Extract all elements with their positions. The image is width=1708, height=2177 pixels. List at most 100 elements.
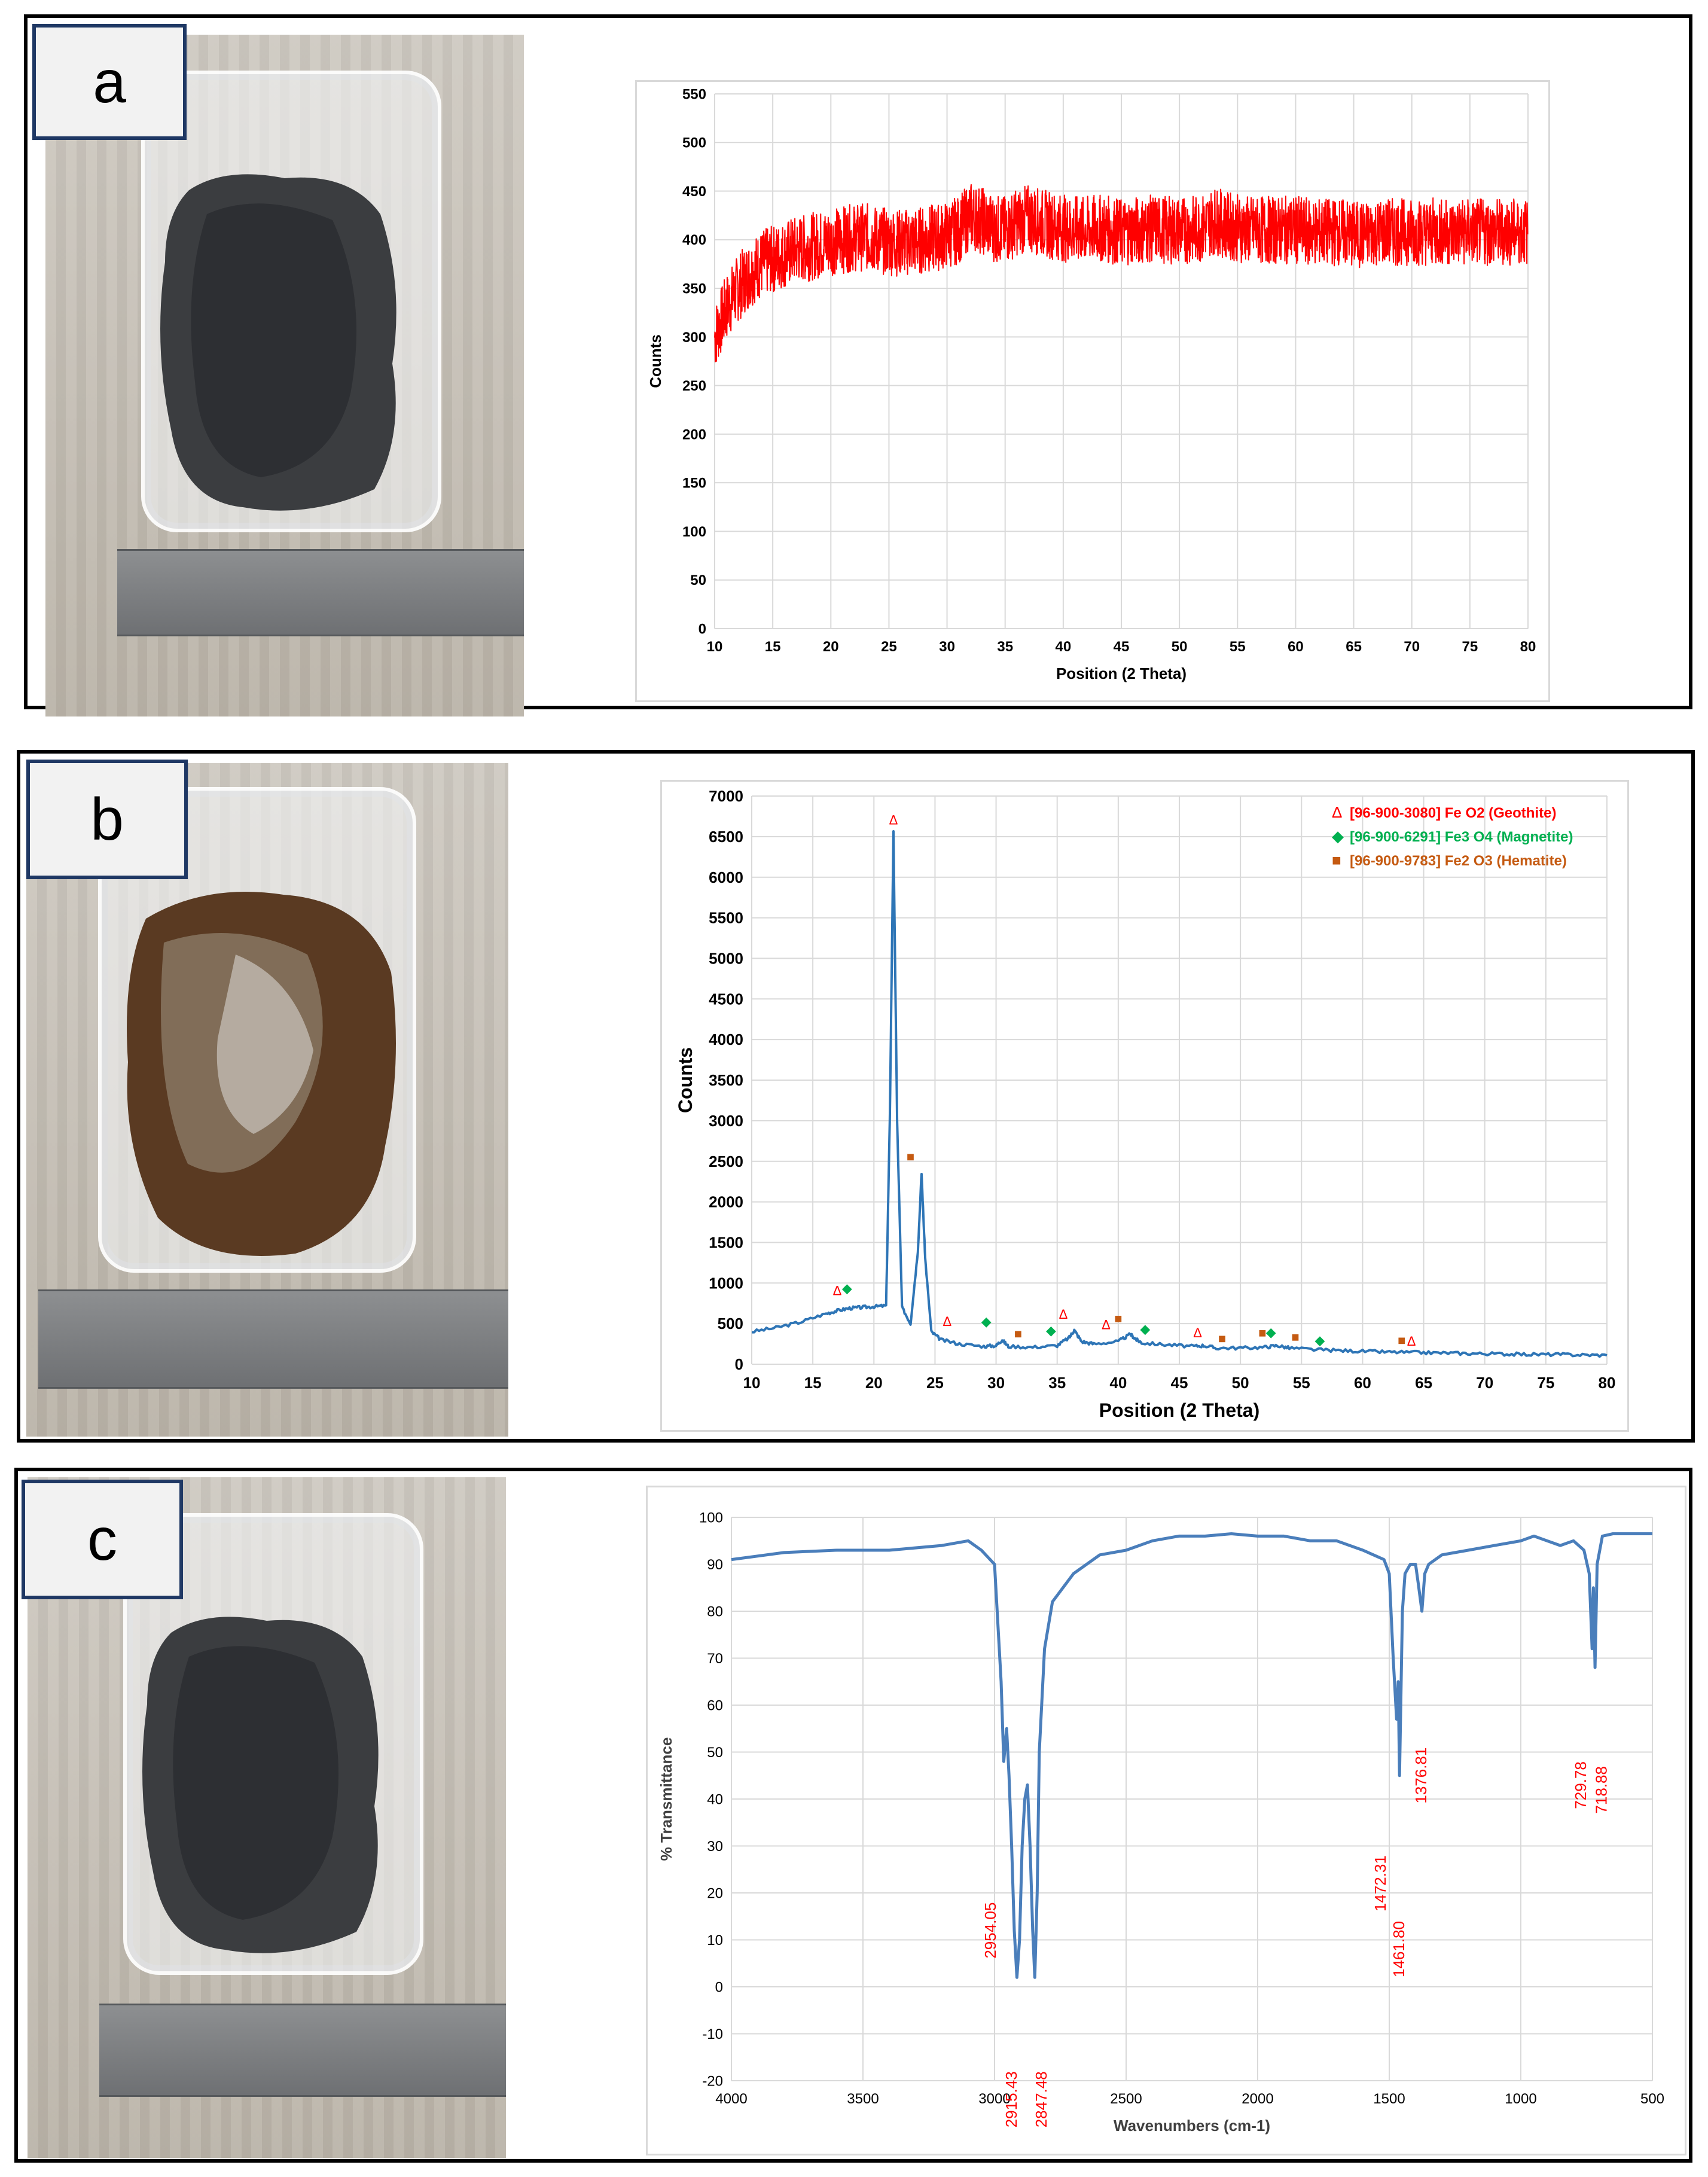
x-tick-label: 80 [1599, 1374, 1616, 1392]
phase-marker-geothite: Δ [943, 1314, 952, 1329]
x-tick-label: 500 [1640, 2091, 1664, 2107]
y-tick-label: 70 [707, 1651, 723, 1667]
y-tick-label: -10 [702, 2026, 723, 2042]
x-tick-label: 35 [997, 639, 1013, 655]
y-tick-label: 250 [682, 378, 706, 394]
x-tick-label: 15 [765, 639, 781, 655]
y-tick-label: 90 [707, 1557, 723, 1573]
y-tick-label: 200 [682, 426, 706, 443]
x-tick-label: 80 [1520, 639, 1536, 655]
legend-entry: [96-900-3080] Fe O2 (Geothite) [1350, 805, 1556, 821]
x-tick-label: 20 [865, 1374, 883, 1392]
y-axis-label: Counts [675, 1047, 696, 1113]
ruler-b [38, 1289, 508, 1389]
x-tick-label: 75 [1462, 639, 1478, 655]
y-tick-label: 50 [707, 1745, 723, 1761]
phase-marker-magnetite: ◆ [1140, 1321, 1150, 1336]
phase-marker-magnetite: ◆ [981, 1314, 992, 1329]
x-axis-label: Position (2 Theta) [1056, 664, 1187, 682]
xrd-chart-b: 10 15 20 25 30 35 40 45 50 55 60 65 70 75 80 0 500 1000 15… [675, 787, 1616, 1421]
sample-photo-b [26, 763, 508, 1437]
x-tick-label: 50 [1232, 1374, 1249, 1392]
x-tick-label: 3500 [847, 2091, 879, 2107]
y-tick-label: 3000 [709, 1112, 743, 1130]
phase-marker-geothite: Δ [1059, 1307, 1068, 1322]
legend-entry: [96-900-9783] Fe2 O3 (Hematite) [1350, 853, 1567, 869]
x-tick-label: 45 [1171, 1374, 1188, 1392]
panel-label-c: c [22, 1480, 183, 1599]
x-tick-label: 10 [743, 1374, 761, 1392]
series-line [714, 184, 1529, 362]
phase-marker-geothite: Δ [833, 1283, 842, 1298]
legend-symbol: ◆ [1332, 827, 1344, 845]
legend-entry: [96-900-6291] Fe3 O4 (Magnetite) [1350, 829, 1573, 845]
phase-marker-hematite: ■ [1398, 1333, 1405, 1347]
x-tick-label: 55 [1293, 1374, 1310, 1392]
series-line [752, 830, 1608, 1358]
phase-marker-magnetite: ◆ [1314, 1333, 1325, 1347]
y-tick-label: 400 [682, 232, 706, 248]
panel-a: a 10 15 20 25 30 35 40 45 50 55 60 65 70 75 80 0 50 100 15… [24, 14, 1692, 716]
y-tick-label: 100 [699, 1510, 723, 1526]
peak-annotation: 2954.05 [981, 1902, 999, 1959]
chart-frame-a: 10 15 20 25 30 35 40 45 50 55 60 65 70 75 80 0 50 100 150 2… [635, 80, 1550, 702]
y-tick-label: 2500 [709, 1152, 743, 1170]
x-tick-label: 30 [987, 1374, 1005, 1392]
x-tick-label: 50 [1172, 639, 1188, 655]
peak-annotation: 1376.81 [1412, 1748, 1430, 1804]
x-tick-label: 40 [1109, 1374, 1127, 1392]
x-tick-label: 60 [1354, 1374, 1371, 1392]
x-tick-label: 65 [1346, 639, 1362, 655]
y-tick-label: 6000 [709, 868, 743, 886]
sample-material-a [160, 174, 396, 511]
chart-frame-b: 10 15 20 25 30 35 40 45 50 55 60 65 70 75 80 0 500 1000 15… [660, 780, 1629, 1432]
y-tick-label: -20 [702, 2073, 723, 2089]
y-tick-label: 20 [707, 1885, 723, 1901]
panel-b: b 10 15 20 25 30 35 40 45 50 55 60 65 70 75 80 0 500 1000… [17, 750, 1695, 1443]
y-tick-label: 6500 [709, 828, 743, 846]
phase-marker-magnetite: ◆ [1046, 1323, 1056, 1338]
y-tick-label: 300 [682, 330, 706, 346]
legend-symbol: ■ [1332, 851, 1341, 869]
series-line [731, 1532, 1652, 1979]
y-tick-label: 1500 [709, 1234, 743, 1252]
sample-photo-c [28, 1477, 506, 2158]
y-tick-label: 500 [718, 1315, 743, 1333]
phase-marker-geothite: Δ [889, 813, 898, 828]
sample-material-b [127, 892, 396, 1256]
x-tick-label: 55 [1230, 639, 1246, 655]
x-tick-label: 25 [926, 1374, 944, 1392]
ruler-a [117, 549, 524, 636]
y-tick-label: 350 [682, 280, 706, 297]
x-tick-label: 25 [881, 639, 897, 655]
peak-annotation: 718.88 [1593, 1766, 1611, 1814]
sample-photo-a [45, 35, 524, 716]
ruler-c [99, 2004, 506, 2097]
y-axis-label: % Transmittance [657, 1737, 675, 1861]
phase-marker-geothite: Δ [1407, 1334, 1416, 1349]
peak-annotation: 1461.80 [1390, 1921, 1408, 1977]
x-tick-label: 60 [1288, 639, 1304, 655]
peak-annotation: 1472.31 [1371, 1855, 1389, 1911]
y-axis-label: Counts [646, 334, 664, 388]
y-tick-label: 500 [682, 135, 706, 151]
x-tick-label: 45 [1114, 639, 1130, 655]
y-tick-label: 60 [707, 1697, 723, 1713]
panel-c: c 4000 3500 3000 2500 2000 1500 1000 500 -20 -10 0… [14, 1468, 1692, 2163]
phase-marker-hematite: ■ [1218, 1331, 1226, 1346]
phase-marker-hematite: ■ [1114, 1311, 1122, 1326]
y-tick-label: 7000 [709, 787, 743, 805]
x-tick-label: 4000 [715, 2091, 747, 2107]
peak-annotation: 2915.43 [1002, 2071, 1020, 2127]
x-axis-label: Wavenumbers (cm-1) [1114, 2117, 1270, 2135]
peak-annotation: 729.78 [1572, 1761, 1590, 1809]
y-tick-label: 550 [682, 86, 706, 102]
phase-marker-geothite: Δ [1102, 1318, 1111, 1333]
panel-label-a: a [32, 24, 187, 140]
phase-marker-hematite: ■ [907, 1150, 914, 1164]
legend-symbol: Δ [1332, 803, 1342, 821]
phase-marker-hematite: ■ [1258, 1325, 1266, 1340]
y-tick-label: 3500 [709, 1071, 743, 1089]
phase-marker-hematite: ■ [1291, 1330, 1299, 1344]
y-tick-label: 10 [707, 1932, 723, 1949]
